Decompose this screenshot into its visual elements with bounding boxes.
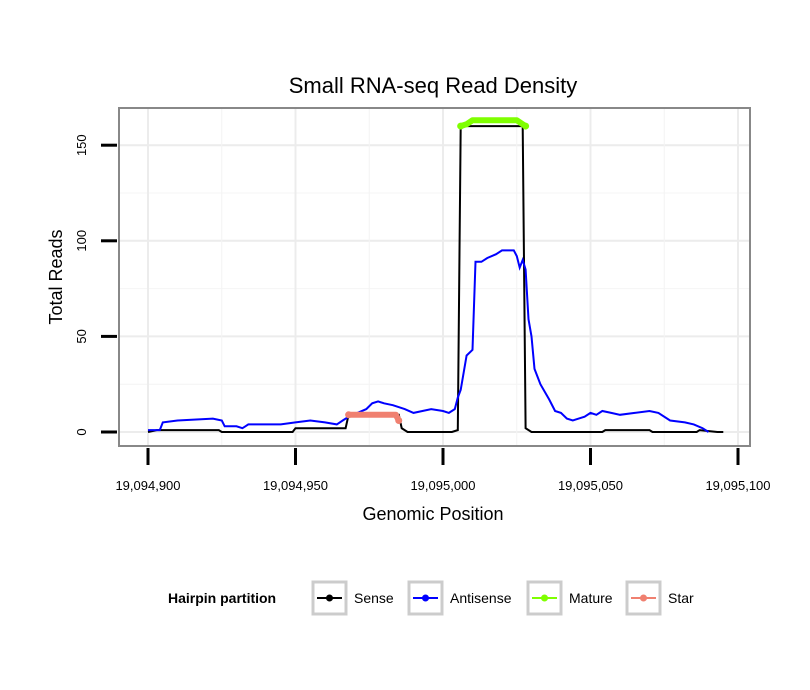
y-tick-label: 100	[74, 230, 89, 252]
x-tick-label: 19,095,100	[705, 478, 770, 493]
legend: Hairpin partition Sense Antisense Mature St…	[168, 580, 694, 616]
legend-key-dot	[326, 594, 333, 602]
series-point-star	[395, 417, 403, 425]
series-line-sense	[147, 125, 724, 433]
legend-key-dot	[640, 594, 647, 602]
y-axis-title: Total Reads	[46, 229, 66, 324]
x-axis: 19,094,900 19,094,950 19,095,000 19,095,050…	[115, 448, 771, 493]
legend-item-mature: Mature	[526, 580, 613, 616]
y-axis: 0 50 100 150	[74, 134, 117, 436]
legend-label: Star	[668, 590, 694, 606]
y-tick-label: 0	[74, 428, 89, 435]
x-tick-label: 19,094,950	[263, 478, 328, 493]
y-tick-label: 50	[74, 329, 89, 343]
legend-label: Mature	[569, 590, 613, 606]
series-point-mature	[457, 122, 465, 130]
x-tick-label: 19,095,000	[410, 478, 475, 493]
legend-item-star: Star	[625, 580, 694, 616]
series-point-mature	[522, 122, 530, 130]
legend-key-dot	[422, 594, 429, 602]
legend-key-dot	[541, 594, 548, 602]
y-tick-label: 150	[74, 134, 89, 156]
x-axis-title: Genomic Position	[362, 504, 503, 524]
legend-item-antisense: Antisense	[407, 580, 512, 616]
plot-panel	[118, 107, 751, 447]
series-layer	[147, 117, 724, 433]
legend-title: Hairpin partition	[168, 590, 276, 606]
legend-item-sense: Sense	[311, 580, 394, 616]
series-line-antisense	[148, 249, 710, 433]
chart-title: Small RNA-seq Read Density	[289, 73, 578, 98]
legend-label: Sense	[354, 590, 394, 606]
x-tick-label: 19,094,900	[115, 478, 180, 493]
grid-lines	[120, 109, 749, 445]
x-tick-label: 19,095,050	[558, 478, 623, 493]
series-point-star	[345, 411, 353, 419]
legend-label: Antisense	[450, 590, 512, 606]
